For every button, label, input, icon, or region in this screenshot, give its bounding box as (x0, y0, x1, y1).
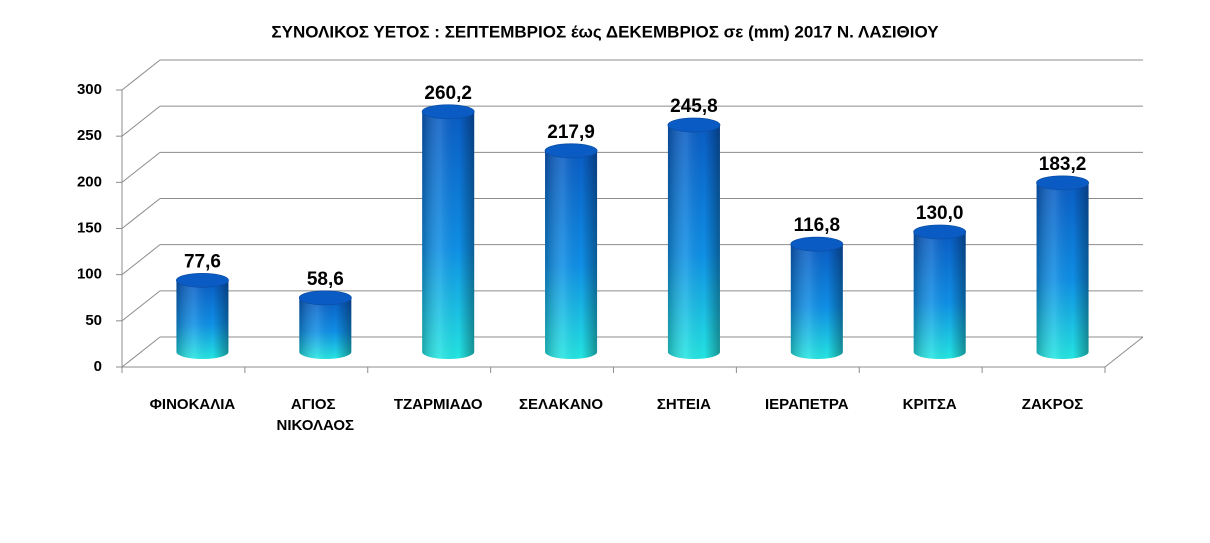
y-tick-label: 150 (77, 219, 102, 236)
bar-shade (667, 125, 720, 360)
grid-line (121, 59, 161, 91)
bar-top (421, 104, 475, 120)
bar-shade (1036, 182, 1089, 360)
grid-line (121, 244, 161, 276)
y-tick-label: 200 (77, 173, 102, 190)
bar-top (298, 290, 352, 306)
x-tick-label: ΤΖΑΡΜΙΑΔΟ (394, 396, 483, 413)
data-label: 183,2 (1039, 154, 1087, 175)
grid-line (121, 151, 161, 183)
bar-top (667, 117, 721, 133)
x-tick-label: ΣΕΛΑΚΑΝΟ (519, 396, 603, 413)
x-tick-label: ΦΙΝΟΚΑΛΙΑ (150, 396, 236, 413)
data-label: 116,8 (794, 215, 841, 236)
y-tick-label: 300 (77, 81, 102, 98)
y-tick-label: 0 (94, 358, 102, 375)
grid-line (121, 336, 161, 368)
data-label: 77,6 (184, 251, 221, 272)
x-tick-label: ΣΗΤΕΙΑ (657, 396, 711, 413)
data-label: 260,2 (424, 83, 472, 104)
y-tick-label: 100 (77, 266, 102, 283)
floor-edge (1104, 336, 1144, 368)
y-tick-label: 250 (77, 127, 102, 144)
data-label: 58,6 (307, 269, 344, 290)
data-label: 245,8 (670, 96, 718, 117)
bar-top (790, 236, 844, 252)
grid-line (121, 105, 161, 137)
x-tick-label: ΖΑΚΡΟΣ (1022, 396, 1084, 413)
y-tick-label: 50 (85, 312, 102, 329)
data-label: 130,0 (916, 203, 964, 224)
bar-shade (299, 297, 352, 360)
x-tick-label: ΚΡΙΤΣΑ (903, 396, 957, 413)
x-tick-label: ΙΕΡΑΠΕΤΡΑ (765, 396, 849, 413)
bar-top (913, 224, 967, 240)
bar-shade (422, 111, 475, 360)
grid-line (121, 290, 161, 322)
bar-shade (790, 244, 843, 360)
grid-line (121, 198, 161, 229)
bar-shade (913, 231, 966, 360)
bar-top (1036, 175, 1089, 191)
bar-top (176, 272, 229, 288)
bar-shade (545, 150, 598, 360)
chart-title: ΣΥΝΟΛΙΚΟΣ ΥΕΤΟΣ : ΣΕΠΤΕΜΒΡΙΟΣ έως ΔΕΚΕΜΒ… (271, 22, 939, 41)
data-label: 217,9 (547, 122, 595, 143)
bar-shade (176, 280, 229, 360)
x-tick-label: ΑΓΙΟΣ ΝΙΚΟΛΑΟΣ (277, 396, 355, 434)
bar-top (544, 143, 598, 159)
